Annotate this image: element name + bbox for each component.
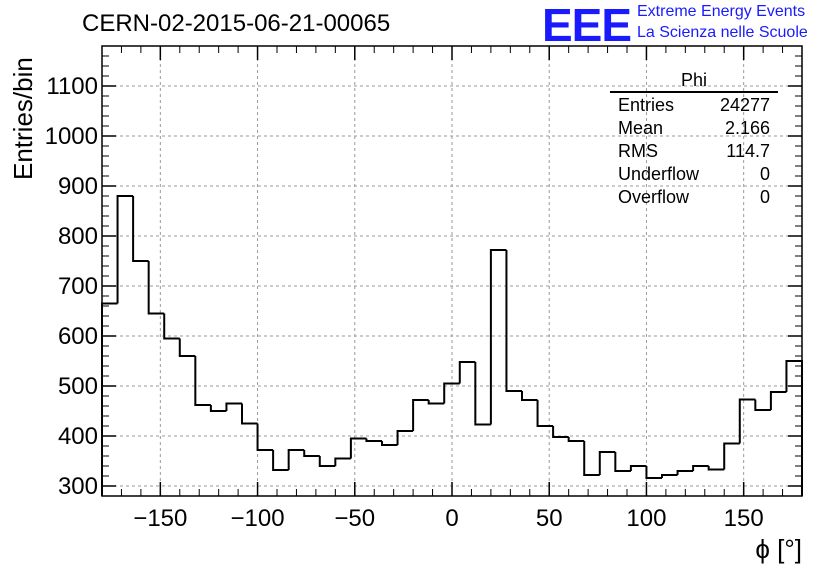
histogram-bin	[552, 426, 569, 438]
histogram-bin	[178, 338, 196, 357]
x-tick-label: −100	[231, 505, 285, 532]
y-tick-label: 600	[58, 323, 98, 350]
histogram-bin	[163, 313, 180, 340]
histogram-bin	[738, 398, 756, 444]
stats-title: Phi	[610, 70, 778, 93]
histogram-bin	[101, 302, 118, 496]
stats-row-overflow: Overflow 0	[610, 186, 778, 209]
stats-label: Entries	[618, 95, 675, 115]
stats-row-underflow: Underflow 0	[610, 163, 778, 186]
stats-row-entries: Entries 24277	[610, 94, 778, 117]
y-tick-label: 1100	[46, 73, 98, 100]
stats-value: 24277	[719, 95, 770, 115]
x-tick-label: 50	[536, 505, 563, 532]
y-tick-label: 1000	[45, 123, 98, 150]
stats-row-rms: RMS 114.7	[610, 140, 778, 163]
x-tick-label: 150	[724, 505, 764, 532]
histogram-bin	[147, 261, 165, 315]
x-tick-label: 100	[626, 505, 666, 532]
histogram-bin	[116, 195, 134, 304]
tick-labels: −150 −100 −50 0 50 100 150 300 400 500 600 700 800 90…	[45, 73, 764, 532]
histogram-bin	[334, 457, 351, 466]
histogram-bin	[365, 438, 382, 442]
x-tick-label: 0	[445, 505, 458, 532]
histogram-bin	[396, 430, 414, 445]
stats-label: Overflow	[618, 187, 690, 207]
y-tick-label: 700	[58, 273, 98, 300]
histogram-bin	[412, 399, 429, 431]
histogram-bin	[225, 402, 242, 411]
histogram-bin	[661, 474, 678, 478]
y-tick-label: 400	[58, 423, 98, 450]
stats-label: Mean	[618, 118, 664, 138]
eee-logo: EEE	[542, 0, 632, 51]
stats-label: RMS	[618, 141, 658, 161]
histogram-bin	[754, 399, 771, 411]
histogram-bin	[489, 249, 507, 425]
histogram-bin	[272, 450, 289, 471]
histogram-bin	[241, 403, 258, 425]
histogram-bin	[583, 441, 600, 476]
histogram-bin	[536, 400, 554, 427]
stats-value: 114.7	[726, 141, 770, 161]
histogram-bin	[521, 391, 538, 401]
chart-title: CERN-02-2015-06-21-00065	[82, 10, 391, 37]
histogram-bin	[474, 362, 491, 426]
logo-caption-line2: La Scienza nelle Scuole	[637, 24, 808, 41]
y-tick-label: 800	[58, 223, 98, 250]
histogram-bin	[458, 361, 476, 384]
stats-label: Underflow	[618, 164, 700, 184]
histogram-bin	[427, 400, 445, 405]
histogram-bin	[676, 470, 694, 475]
stats-value: 2.166	[724, 118, 770, 138]
logo-caption-line1: Extreme Energy Events	[637, 3, 806, 20]
y-axis-label: Entries/bin	[8, 57, 38, 180]
grid	[102, 46, 802, 496]
histogram-bin	[194, 356, 211, 406]
x-tick-label: −50	[334, 505, 375, 532]
axis-ticks	[101, 45, 803, 497]
y-tick-label: 500	[58, 373, 98, 400]
histogram-bin	[318, 456, 336, 467]
histogram-bin	[614, 452, 631, 472]
histogram-bin	[287, 449, 305, 470]
histogram-bin	[303, 450, 320, 457]
x-axis-label: ϕ [°]	[755, 534, 802, 564]
histogram-bin	[209, 405, 227, 412]
y-tick-label: 900	[58, 173, 98, 200]
histogram-bin	[381, 441, 398, 446]
histogram-bin	[692, 465, 709, 471]
histogram-bin	[598, 451, 616, 475]
stats-value: 0	[759, 187, 770, 207]
histogram-bin	[645, 466, 662, 479]
histogram-bin	[505, 250, 522, 392]
stats-value: 0	[759, 164, 770, 184]
histogram-bin	[629, 465, 647, 471]
histogram-bin	[256, 423, 274, 451]
stats-box: Phi Entries 24277 Mean 2.166 RMS 114.7 U…	[610, 70, 778, 209]
histogram-bin	[707, 466, 725, 471]
histogram-bin	[132, 196, 149, 262]
x-tick-label: −150	[133, 505, 187, 532]
histogram-bin	[567, 437, 585, 442]
histogram-bin	[443, 382, 460, 404]
histogram-bin	[769, 391, 787, 410]
y-tick-label: 300	[58, 473, 98, 500]
stats-row-mean: Mean 2.166	[610, 117, 778, 140]
histogram-bin	[349, 437, 367, 459]
histogram-bin	[723, 442, 740, 470]
